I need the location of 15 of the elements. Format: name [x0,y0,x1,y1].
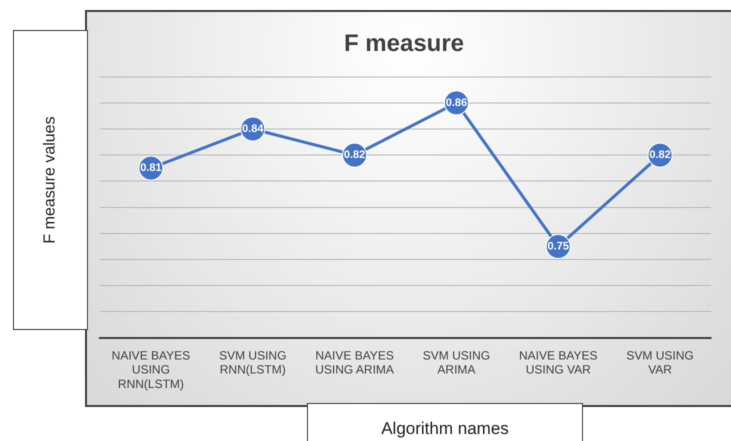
x-tick-label: SVM USING RNN(LSTM) [219,348,286,377]
x-tick-label: NAIVE BAYES USING RNN(LSTM) [112,348,190,392]
data-label: 0.82 [344,149,366,162]
x-tick-label: SVM USING VAR [626,348,694,377]
data-label: 0.86 [446,96,468,109]
data-label: 0.75 [548,240,569,252]
data-label: 0.81 [140,162,162,174]
x-tick-label: NAIVE BAYES USING ARIMA [315,348,394,377]
x-axis-title: Algorithm names [307,403,583,441]
y-axis-title: F measure values [42,116,60,244]
data-label: 0.84 [242,123,264,136]
data-label: 0.82 [649,149,671,162]
chart-title: F measure [344,30,464,58]
x-tick-label: NAIVE BAYES USING VAR [519,348,598,377]
x-tick-label: SVM USING ARIMA [422,348,490,377]
